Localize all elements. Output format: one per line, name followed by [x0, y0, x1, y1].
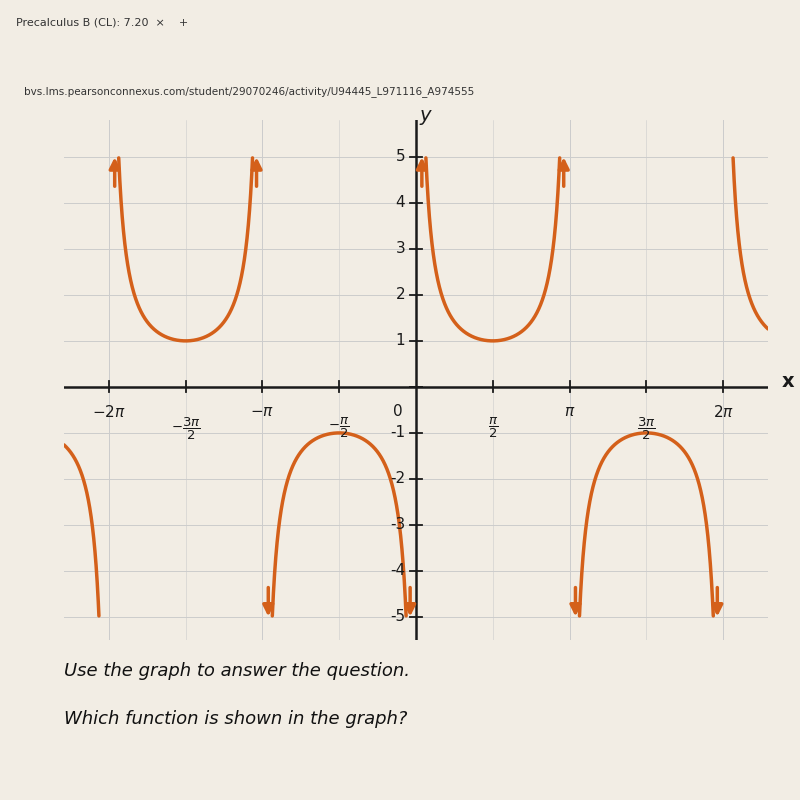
Text: y: y: [419, 106, 430, 125]
Text: x: x: [782, 372, 794, 391]
Text: Which function is shown in the graph?: Which function is shown in the graph?: [64, 710, 407, 728]
Text: bvs.lms.pearsonconnexus.com/student/29070246/activity/U94445_L971116_A974555: bvs.lms.pearsonconnexus.com/student/2907…: [24, 86, 474, 98]
Text: 5: 5: [396, 150, 406, 164]
Text: -2: -2: [390, 471, 406, 486]
Text: 1: 1: [396, 334, 406, 348]
Text: Precalculus B (CL): 7.20  ×    +: Precalculus B (CL): 7.20 × +: [16, 18, 188, 27]
Text: 3: 3: [395, 242, 406, 256]
Text: $-2\pi$: $-2\pi$: [92, 404, 126, 420]
Text: $-\pi$: $-\pi$: [250, 404, 274, 419]
Text: $2\pi$: $2\pi$: [713, 404, 734, 420]
Text: -1: -1: [390, 426, 406, 441]
Text: 0: 0: [393, 404, 402, 419]
Text: Use the graph to answer the question.: Use the graph to answer the question.: [64, 662, 410, 680]
Text: $\pi$: $\pi$: [564, 404, 575, 419]
Text: -3: -3: [390, 518, 406, 533]
Text: 4: 4: [396, 195, 406, 210]
Text: $\dfrac{\pi}{2}$: $\dfrac{\pi}{2}$: [487, 415, 498, 439]
Text: $-\dfrac{\pi}{2}$: $-\dfrac{\pi}{2}$: [329, 415, 350, 439]
Text: $-\dfrac{3\pi}{2}$: $-\dfrac{3\pi}{2}$: [170, 415, 201, 442]
Text: $\dfrac{3\pi}{2}$: $\dfrac{3\pi}{2}$: [637, 415, 656, 442]
Text: 2: 2: [396, 287, 406, 302]
Text: -4: -4: [390, 563, 406, 578]
Text: -5: -5: [390, 610, 406, 625]
